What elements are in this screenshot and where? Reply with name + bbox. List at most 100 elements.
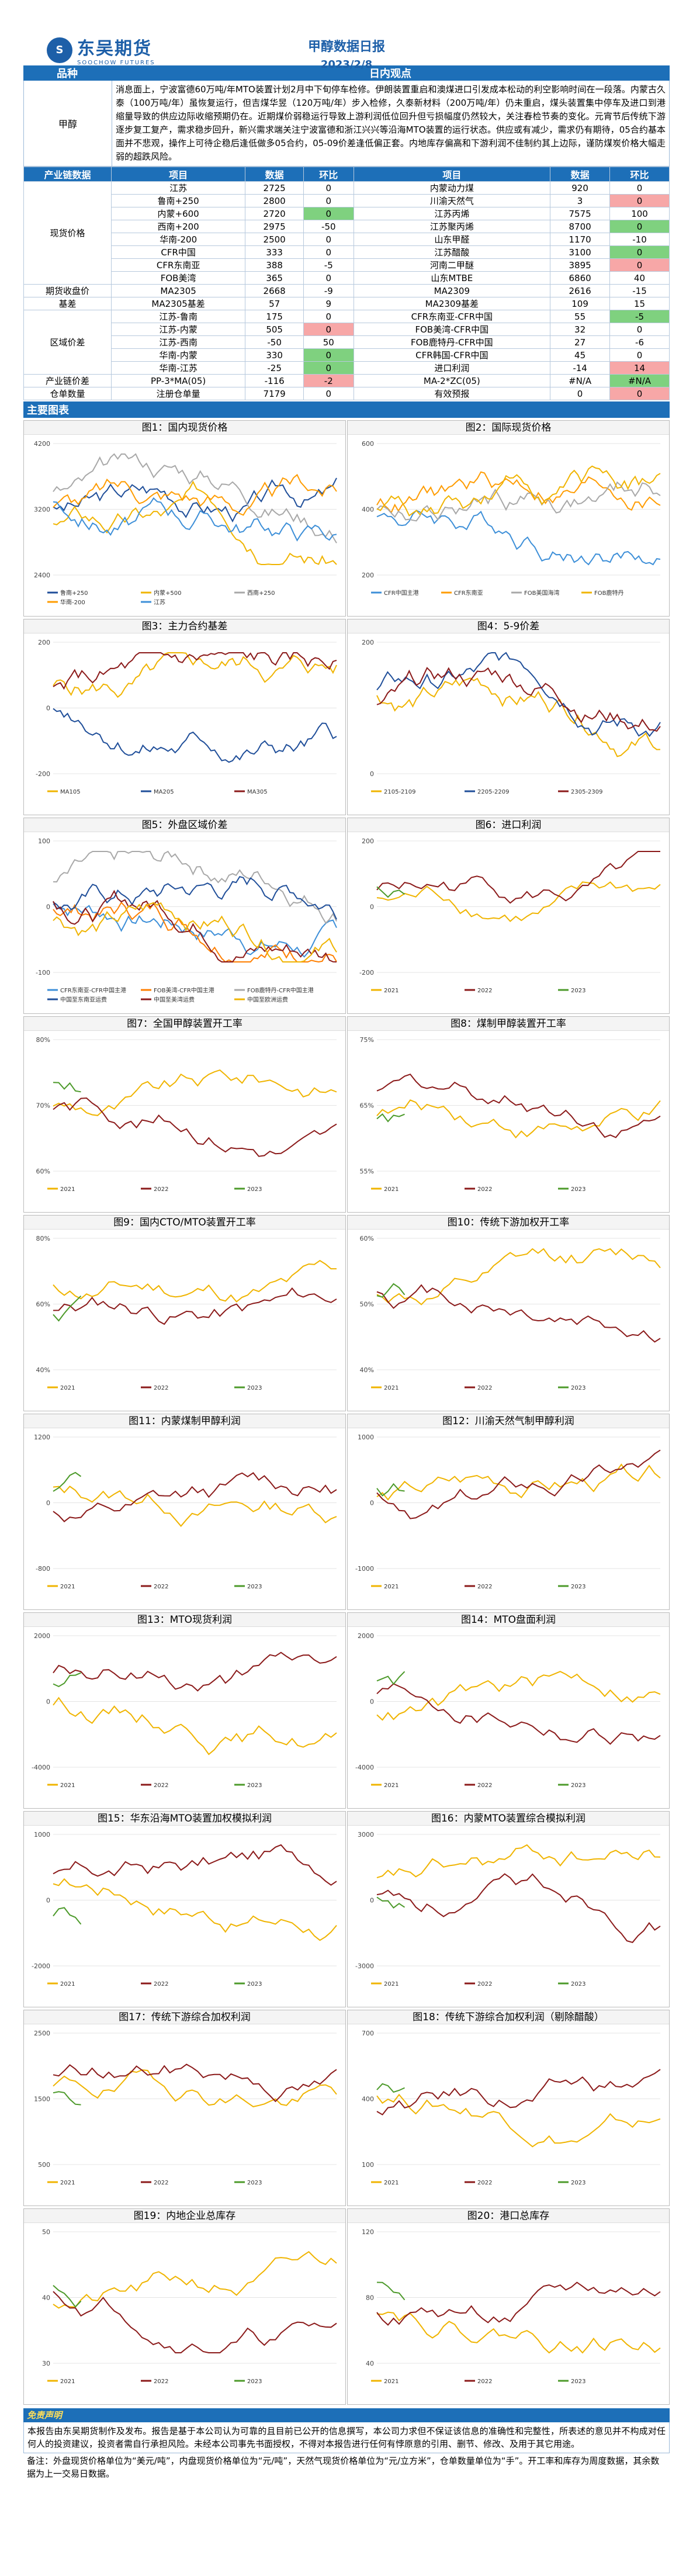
chart-title: 图16：内蒙MTO装置综合模拟利润: [348, 1812, 669, 1826]
table-cell: 3: [550, 194, 611, 207]
table-cell: #N/A: [609, 374, 670, 387]
y-tick-label: -200: [359, 969, 374, 977]
chart-title: 图13：MTO现货利润: [24, 1613, 345, 1627]
chart-title: 图4：5-9价差: [348, 619, 669, 633]
table-cell: 0: [303, 361, 354, 375]
y-tick-label: 1000: [34, 1831, 50, 1838]
legend-label: 2205-2209: [477, 789, 510, 795]
legend-label: 2022: [477, 2180, 492, 2186]
table-cell: -6: [609, 335, 670, 349]
table-cell: 920: [550, 181, 611, 195]
chart-card: 图15：华东沿海MTO装置加权模拟利润 1000 0 -2000 2021 2022 202…: [23, 1811, 346, 2007]
table-cell: 15: [609, 297, 670, 310]
table-cell: 注册仓单量: [110, 387, 246, 400]
series-line: [376, 886, 406, 898]
y-tick-label: 0: [370, 1897, 374, 1905]
legend-label: 2023: [571, 1584, 585, 1590]
series-line: [53, 1069, 337, 1116]
table-category: 期货收盘价: [23, 284, 112, 297]
chart-plot: 2000 0 -4000 2021 2022 2023: [32, 1632, 337, 1789]
y-tick-label: 3000: [358, 1831, 374, 1838]
series-line: [376, 510, 661, 566]
table-cell: 0: [303, 194, 354, 207]
table-cell: 鲁南+250: [110, 194, 246, 207]
table-cell: 14: [609, 361, 670, 375]
series-line: [53, 902, 337, 962]
y-tick-label: 0: [370, 1500, 374, 1507]
view-label: 甲醇: [58, 119, 77, 130]
y-tick-label: 80%: [36, 1235, 50, 1242]
y-tick-label: 40%: [360, 1366, 374, 1374]
report-header: S 东吴期货 SOOCHOW FUTURES 甲醇数据日报 2023/2/8: [23, 0, 670, 71]
table-cell: 华南-200: [110, 233, 246, 246]
series-line: [376, 677, 661, 757]
table-cell: 0: [609, 258, 670, 272]
table-cell: 365: [245, 271, 304, 285]
table-cell: 32: [550, 323, 611, 336]
series-line: [53, 473, 337, 516]
series-line: [53, 1672, 81, 1688]
chart-card: 图4：5-9价差 200 0 2105-2109 2205-2209 2305-2309: [347, 619, 670, 815]
legend-label: 2021: [60, 1584, 75, 1590]
table-cell: 3100: [550, 245, 611, 259]
table-cell: 40: [609, 271, 670, 285]
chart-card: 图19：内地企业总库存 50 40 30 2021 2022 2023: [23, 2208, 346, 2405]
table-cell: 0: [609, 181, 670, 195]
table-cell: 7575: [550, 207, 611, 220]
chart-plot: 100 0 -100 CFR东南亚-CFR中国主港 FOB美湾-CFR中国主港 FOB鹿特…: [36, 837, 337, 1003]
series-line: [53, 1472, 337, 1522]
table-cell: -50: [245, 335, 304, 349]
series-line: [376, 1683, 661, 1745]
table-header-cell: 项目: [353, 167, 551, 182]
y-tick-label: -800: [36, 1565, 50, 1573]
y-tick-label: 200: [362, 837, 374, 845]
chart-title: 图20：港口总库存: [348, 2209, 669, 2223]
chart-card: 图5：外盘区域价差 100 0 -100 CFR东南亚-CFR中国主港 FOB美湾-CFR…: [23, 818, 346, 1014]
chart-title: 图11：内蒙煤制甲醇利润: [24, 1414, 345, 1428]
chart-card: 图3：主力合约基差 200 0 -200 MA105 MA205 MA305: [23, 619, 346, 815]
chart-plot: 3000 0 -3000 2021 2022 2023: [355, 1831, 661, 1988]
table-row: CFR东南亚 388 -5 河南二甲醚 3895 0: [24, 258, 670, 272]
y-tick-label: -4000: [32, 1764, 50, 1771]
table-cell: 505: [245, 323, 304, 336]
series-line: [53, 889, 337, 962]
table-header-cell: 环比: [609, 167, 670, 182]
chart-plot: 200 0 -200 MA105 MA205 MA305: [36, 639, 337, 795]
y-tick-label: 0: [46, 1698, 50, 1706]
table-category: 产业链价差: [23, 374, 112, 387]
table-row: FOB美湾 365 0 山东MTBE 6860 40: [24, 271, 670, 285]
chart-card: 图17：传统下游综合加权利润 2500 1500 500 2021 2022 2023: [23, 2010, 346, 2206]
legend-label: 内蒙+500: [154, 589, 181, 597]
table-cell: -50: [303, 220, 354, 233]
note-text: 备注：外盘现货价格单位为“美元/吨”，内盘现货价格单位为“元/吨”，天然气现货价…: [27, 2456, 660, 2479]
legend-label: 2022: [154, 1981, 168, 1988]
series-line: [53, 652, 337, 690]
legend-label: 2023: [247, 2378, 262, 2385]
legend-label: 2022: [477, 988, 492, 994]
legend-label: 2023: [247, 1385, 262, 1391]
chart-title: 图8：煤制甲醇装置开工率: [348, 1017, 669, 1031]
table-cell: 内蒙+600: [110, 207, 246, 220]
table-cell: 8700: [550, 220, 611, 233]
legend-label: 西南+250: [247, 589, 275, 597]
series-line: [53, 850, 337, 925]
y-tick-label: -4000: [355, 1764, 374, 1771]
legend-label: 2305-2309: [571, 789, 603, 795]
table-cell: 华南-内蒙: [110, 348, 246, 362]
table-header-row: 产业链数据 项目 数据 环比 项目 数据 环比: [23, 167, 670, 182]
series-line: [53, 1471, 82, 1492]
y-tick-label: 55%: [360, 1168, 374, 1175]
chart-title: 图3：主力合约基差: [24, 619, 345, 633]
table-cell: 0: [550, 387, 611, 400]
table-cell: PP-3*MA(05): [110, 374, 246, 387]
legend-label: 2023: [247, 2180, 262, 2186]
table-cell: #N/A: [550, 374, 611, 387]
report-title: 甲醇数据日报: [307, 40, 385, 54]
chart-title: 图6：进口利润: [348, 818, 669, 832]
legend-label: 2021: [384, 1584, 399, 1590]
y-tick-label: 400: [362, 2096, 374, 2103]
y-tick-label: 2400: [34, 572, 50, 579]
table-category: 现货价格: [23, 181, 112, 285]
series-line: [53, 1287, 337, 1325]
series-line: [376, 1463, 661, 1501]
